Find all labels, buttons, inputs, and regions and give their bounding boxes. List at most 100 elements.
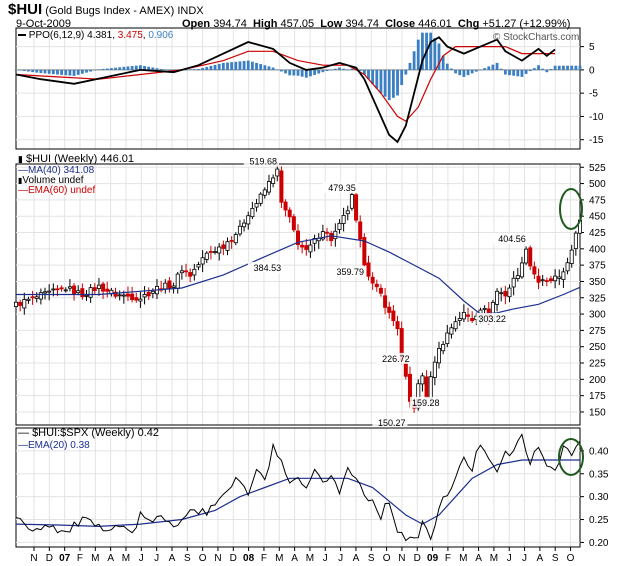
- candle-body: [130, 293, 135, 300]
- ppo-histogram-bar: [51, 69, 55, 75]
- ppo-histogram-bar: [503, 69, 507, 75]
- price-tick-label: 425: [589, 228, 606, 239]
- candle-body: [515, 275, 520, 279]
- candle-body: [96, 284, 101, 289]
- month-label: M: [490, 553, 498, 564]
- candle-body: [428, 376, 433, 399]
- month-label: N: [214, 553, 221, 564]
- ppo-histogram-bar: [570, 65, 574, 70]
- ppo-histogram-bar: [147, 66, 151, 70]
- candle-body: [254, 203, 259, 208]
- ppo-histogram-bar: [313, 69, 316, 75]
- ppo-tick-label: -10: [589, 112, 604, 123]
- candle-body: [55, 288, 60, 291]
- candle-body: [557, 276, 562, 279]
- ppo-histogram-bar: [309, 69, 312, 77]
- candle-body: [51, 288, 56, 291]
- ppo-tick-label: -15: [589, 135, 604, 146]
- ppo-histogram-bar: [263, 65, 267, 70]
- candle-body: [146, 291, 151, 297]
- ma40-legend: —MA(40) 341.08: [18, 165, 95, 176]
- candle-body: [540, 279, 545, 282]
- ppo-histogram-bar: [528, 69, 532, 72]
- ppo-histogram-bar: [404, 69, 408, 75]
- candle-body: [84, 294, 89, 297]
- ohlc-readout: Open 394.74 High 457.05 Low 394.74 Close…: [182, 18, 571, 30]
- candle-body: [142, 294, 147, 298]
- ppo-histogram-bar: [532, 68, 536, 70]
- ppo-histogram-bar: [39, 69, 43, 74]
- candle-body: [457, 318, 462, 321]
- ppo-histogram-bar: [516, 69, 520, 77]
- ppo-histogram-bar: [250, 61, 254, 70]
- ppo-histogram-bar: [234, 61, 238, 70]
- candle-body: [208, 251, 213, 253]
- candle-body: [528, 247, 533, 267]
- price-tick-label: 200: [589, 375, 606, 386]
- ppo-histogram-bar: [524, 69, 528, 74]
- ppo-histogram-bar: [321, 69, 325, 73]
- ppo-histogram-bar: [499, 68, 503, 70]
- ppo-histogram-bar: [358, 69, 362, 72]
- ratio-tick-label: 0.35: [589, 469, 609, 480]
- price-annotation: 519.68: [249, 157, 277, 167]
- candle-body: [453, 321, 458, 330]
- ppo-histogram-bar: [454, 69, 457, 74]
- month-label: N: [30, 553, 37, 564]
- ppo-histogram-bar: [284, 69, 287, 74]
- price-tick-label: 475: [589, 195, 606, 206]
- candle-body: [221, 244, 226, 249]
- candle-body: [291, 216, 296, 231]
- candle-body: [283, 201, 288, 211]
- ppo-histogram-bar: [275, 69, 279, 71]
- candle-body: [436, 347, 441, 364]
- ppo-histogram-bar: [143, 65, 146, 70]
- ppo-histogram-bar: [375, 69, 379, 89]
- ppo-histogram-bar: [118, 67, 122, 70]
- candle-body: [565, 262, 570, 272]
- ppo-histogram-bar: [122, 66, 126, 70]
- price-annotation: 303.22: [478, 314, 506, 324]
- candle-body: [495, 290, 500, 305]
- ppo-histogram-bar: [574, 65, 578, 70]
- ratio-tick-label: 0.30: [589, 492, 609, 503]
- ppo-line: [15, 36, 556, 144]
- ppo-histogram-bar: [562, 65, 565, 70]
- candle-body: [72, 285, 77, 295]
- year-label: 09: [427, 553, 439, 564]
- price-annotation-bg: [243, 155, 279, 167]
- price-annotation-bg: [476, 312, 512, 324]
- ratio-line: [15, 433, 581, 542]
- month-label: J: [139, 553, 144, 564]
- candle-body: [503, 291, 508, 297]
- ppo-histogram-bar: [56, 69, 59, 75]
- candle-body: [544, 280, 549, 282]
- candle-body: [354, 194, 359, 221]
- candle-body: [34, 296, 39, 299]
- price-tick-label: 325: [589, 293, 606, 304]
- candle-body: [424, 376, 429, 398]
- ppo-histogram-bar: [259, 64, 263, 70]
- price-tick-label: 525: [589, 163, 606, 174]
- price-annotation-bg: [330, 266, 367, 278]
- ppo-histogram-bar: [296, 69, 300, 76]
- candle-body: [138, 298, 143, 302]
- ppo-histogram-bar: [391, 69, 395, 98]
- price-tick-label: 250: [589, 342, 606, 353]
- ppo-tick-label: -5: [589, 89, 598, 100]
- month-label: A: [475, 553, 482, 564]
- ppo-histogram-bar: [22, 69, 26, 71]
- ratio-panel: 0.40 0.35 0.30 0.25 0.20: [15, 427, 609, 549]
- candle-body: [383, 295, 388, 308]
- month-label: O: [199, 553, 207, 564]
- price-annotation: 226.72: [382, 354, 410, 364]
- highlight-circle-ratio: [558, 438, 584, 476]
- chart-date: 9-Oct-2009: [16, 18, 72, 30]
- ppo-histogram-bar: [155, 68, 159, 70]
- candle-body: [258, 193, 263, 204]
- ppo-histogram-bar: [192, 69, 196, 70]
- ppo-histogram-bar: [450, 68, 453, 70]
- month-label: A: [353, 553, 360, 564]
- chart-header: $HUI (Gold Bugs Index - AMEX) INDX: [8, 1, 204, 18]
- price-annotation-bg: [492, 232, 528, 244]
